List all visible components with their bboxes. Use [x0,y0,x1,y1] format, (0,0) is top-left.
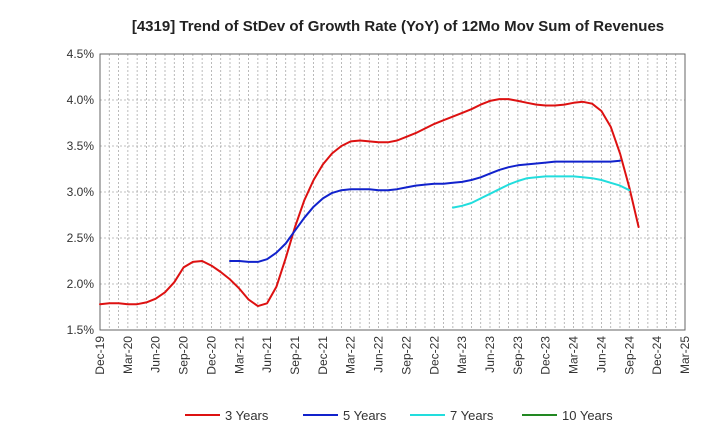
x-tick-label: Sep-24 [622,336,636,375]
legend-label-7-years: 7 Years [450,408,494,423]
y-tick-label: 3.0% [67,185,95,199]
x-tick-label: Jun-22 [372,336,386,373]
x-tick-label: Mar-25 [678,336,692,374]
series-layer [99,98,640,308]
x-tick-label: Dec-19 [93,336,107,375]
y-tick-label: 3.5% [67,139,95,153]
x-tick-label: Jun-20 [149,336,163,373]
x-tick-label: Sep-21 [288,336,302,375]
x-tick-label: Mar-21 [232,336,246,374]
series-line-7-years [451,175,631,209]
plot-frame [99,53,686,331]
x-tick-label: Mar-23 [455,336,469,374]
y-tick-label: 2.5% [67,231,95,245]
x-tick-label: Dec-21 [316,336,330,375]
x-tick-label: Sep-20 [177,336,191,375]
chart-title: [4319] Trend of StDev of Growth Rate (Yo… [132,18,664,35]
legend-label-5-years: 5 Years [343,408,387,423]
y-tick-label: 1.5% [67,323,95,337]
legend-label-3-years: 3 Years [225,408,269,423]
x-tick-label: Dec-24 [650,336,664,375]
x-tick-label: Jun-24 [594,336,608,373]
legend: 3 Years 5 Years 7 Years 10 Years [185,408,613,423]
x-tick-label: Sep-22 [399,336,413,375]
y-tick-label: 2.0% [67,277,95,291]
x-tick-label: Dec-20 [204,336,218,375]
series-line-5-years [229,159,621,263]
x-tick-label: Mar-22 [344,336,358,374]
x-tick-label: Jun-21 [260,336,274,373]
x-tick-label: Mar-20 [121,336,135,374]
y-tick-label: 4.5% [67,47,95,61]
x-tick-label: Mar-24 [567,336,581,374]
legend-label-10-years: 10 Years [562,408,613,423]
x-tick-label: Dec-22 [427,336,441,375]
x-tick-label: Jun-23 [483,336,497,373]
x-tick-label: Dec-23 [539,336,553,375]
axis-layer: 1.5% 2.0% 2.5% 3.0% 3.5% 4.0% 4.5% Dec-19 Mar-20… [67,47,692,375]
y-tick-label: 4.0% [67,93,95,107]
x-tick-label: Sep-23 [511,336,525,375]
series-line-3-years [99,98,640,308]
grid-layer [100,54,685,330]
